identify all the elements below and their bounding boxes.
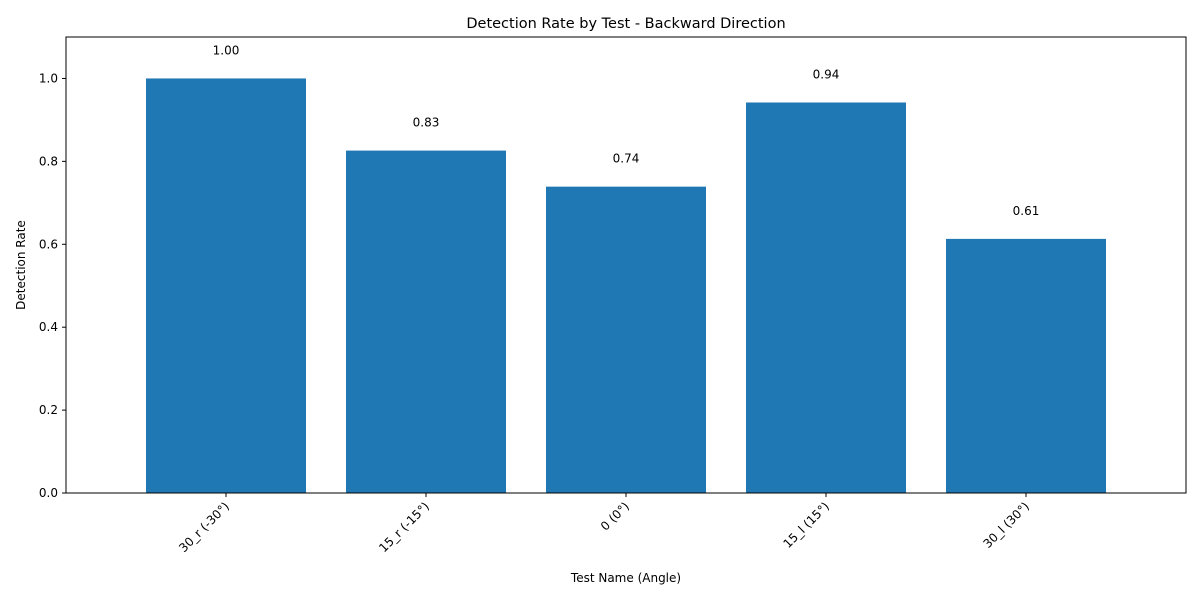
y-tick-label: 1.0 bbox=[39, 71, 58, 85]
data-label: 0.61 bbox=[1013, 204, 1040, 218]
y-tick-label: 0.0 bbox=[39, 486, 58, 500]
x-tick-label: 15_r (-15°) bbox=[376, 499, 432, 555]
y-tick-label: 0.2 bbox=[39, 403, 58, 417]
x-tick-label: 15_l (15°) bbox=[780, 499, 832, 551]
data-label: 0.94 bbox=[813, 67, 840, 81]
x-tick-label: 30_r (-30°) bbox=[176, 499, 232, 555]
bar bbox=[546, 186, 706, 493]
y-tick-label: 0.4 bbox=[39, 320, 58, 334]
y-tick-label: 0.8 bbox=[39, 154, 58, 168]
bar bbox=[746, 102, 906, 494]
x-tick-label: 30_l (30°) bbox=[980, 499, 1032, 551]
bar bbox=[146, 78, 306, 494]
x-tick-label: 0 (0°) bbox=[598, 499, 632, 533]
data-label: 1.00 bbox=[213, 43, 240, 57]
chart-title: Detection Rate by Test - Backward Direct… bbox=[466, 16, 785, 32]
data-label: 0.74 bbox=[613, 152, 640, 166]
x-axis-label: Test Name (Angle) bbox=[570, 571, 681, 585]
bar bbox=[346, 150, 506, 493]
data-label: 0.83 bbox=[413, 116, 440, 130]
y-axis-label: Detection Rate bbox=[14, 220, 28, 310]
plot-area: 1.00 30_r (-30°) 0.83 15_r (-15°) 0.74 0 (0°)… bbox=[39, 36, 1187, 555]
y-tick-label: 0.6 bbox=[39, 237, 58, 251]
bar bbox=[946, 238, 1106, 493]
axes-frame bbox=[65, 36, 1187, 494]
